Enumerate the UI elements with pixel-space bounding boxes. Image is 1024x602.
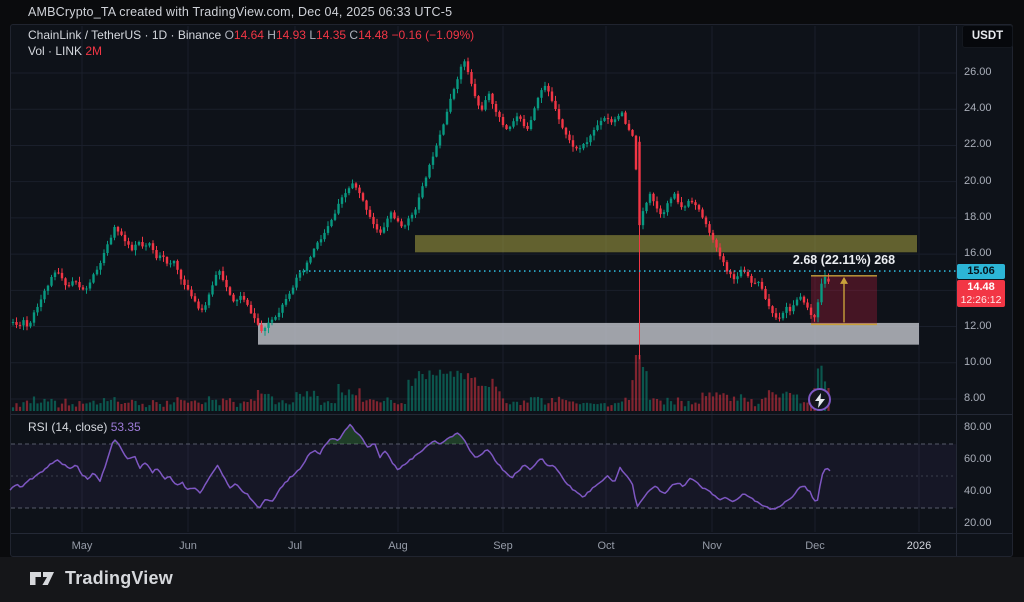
rsi-value: 53.35: [110, 420, 141, 434]
volume-value: 2M: [85, 44, 103, 58]
ohlc-close-label: C: [349, 28, 359, 42]
price-level-tag: 15.06: [957, 264, 1005, 279]
lightning-bolt-icon: [815, 393, 825, 408]
volume-bars: [11, 355, 830, 411]
last-price-tag: 14.48 12:26:12: [957, 280, 1005, 307]
ohlc-change: −0.16 (−1.09%): [391, 28, 475, 42]
measure-tool-label: 2.68 (22.11%) 268: [792, 253, 896, 267]
tradingview-mark-icon: [30, 572, 54, 585]
rsi-legend[interactable]: RSI (14, close) 53.35: [28, 420, 141, 434]
symbol-legend[interactable]: ChainLink / TetherUS · 1D · Binance O14.…: [28, 28, 474, 42]
candle-countdown: 12:26:12: [960, 294, 1002, 306]
last-price-value: 14.48: [967, 281, 995, 293]
candles: [11, 57, 830, 360]
ohlc-low-label: L: [309, 28, 317, 42]
ohlc-high-value: 14.93: [275, 28, 306, 42]
ohlc-close-value: 14.48: [358, 28, 389, 42]
currency-toggle-button[interactable]: USDT: [962, 25, 1013, 48]
rsi-line: [9, 423, 831, 510]
rsi-label: RSI (14, close): [28, 420, 108, 434]
supply-zone: [415, 235, 917, 253]
volume-label: Vol · LINK: [28, 44, 83, 58]
demand-zone: [258, 322, 919, 345]
attribution-text: AMBCrypto_TA created with TradingView.co…: [28, 5, 453, 19]
footer-bar: TradingView: [0, 557, 1024, 602]
symbol-title: ChainLink / TetherUS · 1D · Binance: [28, 28, 222, 42]
tradingview-logo[interactable]: TradingView: [28, 567, 173, 589]
flash-icon[interactable]: [808, 388, 831, 411]
measure-arrow-icon: [840, 276, 848, 284]
ohlc-low-value: 14.35: [316, 28, 347, 42]
tradingview-brand-text: TradingView: [65, 567, 173, 588]
ohlc-open-label: O: [224, 28, 234, 42]
ohlc-high-label: H: [267, 28, 276, 42]
rsi-band: [11, 444, 956, 508]
volume-legend[interactable]: Vol · LINK 2M: [28, 44, 102, 58]
ohlc-open-value: 14.64: [233, 28, 264, 42]
